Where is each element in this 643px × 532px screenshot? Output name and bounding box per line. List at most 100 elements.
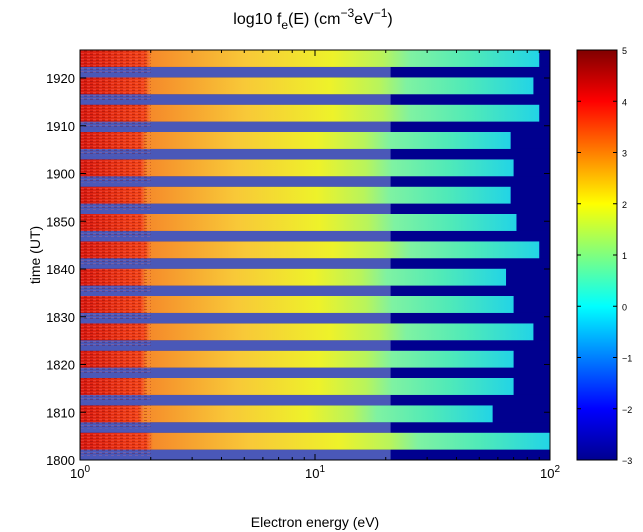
colorbar-tick-label: 2 — [622, 200, 627, 210]
gap-noise — [80, 394, 151, 402]
spectrum-noise — [80, 186, 151, 204]
gap-stripe — [80, 340, 391, 351]
spectrum-noise — [80, 378, 151, 395]
gap-stripe-background — [390, 121, 550, 132]
gap-noise — [80, 285, 151, 292]
gap-noise — [80, 148, 151, 156]
spectrum-row — [80, 350, 550, 378]
colorbar-tick-label: −2 — [622, 405, 632, 415]
spectrum-row — [80, 50, 550, 78]
colorbar-tick-label: −1 — [622, 354, 632, 364]
gap-noise — [80, 367, 151, 374]
colorbar-tick-label: −3 — [622, 456, 632, 466]
spectrum-row — [80, 432, 550, 460]
spectrum-band — [80, 350, 514, 368]
gap-stripe — [80, 94, 391, 105]
colorbar-ticks: 5 4 3 2 1 0 −1 −2 −3 — [577, 46, 632, 466]
spectrum-row — [80, 241, 550, 269]
x-axis: 100 101 102 — [70, 50, 560, 481]
gap-stripe-background — [390, 312, 550, 324]
gap-stripe — [80, 422, 391, 433]
spectrum-row — [80, 186, 550, 214]
gap-stripe-background — [390, 367, 550, 378]
spectrum-band — [80, 214, 517, 231]
spectrum-band — [80, 50, 540, 67]
x-tick-label: 102 — [540, 464, 560, 481]
gap-noise — [80, 203, 151, 210]
gap-noise — [80, 422, 151, 429]
gap-stripe — [80, 312, 391, 324]
gap-stripe-background — [390, 94, 550, 105]
chart-title: log10 fe(E) (cm−3eV−1) — [233, 6, 392, 32]
gap-stripe — [80, 203, 391, 214]
gap-stripe-background — [390, 203, 550, 214]
y-axis-label: time (UT) — [27, 226, 43, 284]
gap-stripe — [80, 230, 391, 242]
gap-stripe — [80, 394, 391, 406]
y-tick-label: 1850 — [46, 214, 75, 229]
gap-stripe-background — [390, 176, 550, 187]
spectrum-band — [80, 405, 493, 423]
spectrum-row — [80, 214, 550, 242]
gap-noise — [80, 66, 151, 74]
plot-area — [80, 50, 550, 460]
gap-noise — [80, 94, 151, 101]
y-tick-label: 1800 — [46, 453, 75, 468]
gap-stripe — [80, 176, 391, 187]
spectrum-band — [80, 104, 540, 122]
y-tick-label: 1910 — [46, 119, 75, 134]
gap-stripe — [80, 66, 391, 78]
spectrum-noise — [80, 268, 151, 286]
spectrum-band — [80, 323, 534, 341]
y-tick-label: 1920 — [46, 71, 75, 86]
spectrum-row — [80, 268, 550, 296]
spectrum-noise — [80, 50, 151, 67]
spectrum-band — [80, 268, 507, 286]
gap-stripe-background — [390, 394, 550, 406]
spectrum-band — [80, 432, 550, 450]
spectrum-row — [80, 405, 550, 433]
x-axis-label: Electron energy (eV) — [251, 514, 379, 530]
gap-stripe-background — [390, 66, 550, 78]
gap-stripe-background — [390, 285, 550, 296]
gap-stripe-background — [390, 230, 550, 242]
gap-stripe — [80, 121, 391, 132]
y-tick-label: 1820 — [46, 358, 75, 373]
spectrum-row — [80, 296, 550, 324]
y-tick-label: 1900 — [46, 167, 75, 182]
spectrum-row — [80, 159, 550, 187]
spectrum-row — [80, 378, 550, 406]
spectrum-noise — [80, 323, 151, 341]
spectrum-noise — [80, 405, 151, 423]
spectrum-row — [80, 77, 550, 105]
gap-stripe-background — [390, 258, 550, 269]
colorbar-gradient — [577, 50, 617, 460]
gap-noise — [80, 449, 151, 456]
gap-noise — [80, 176, 151, 183]
spectrum-noise — [80, 132, 151, 149]
spectrum-row — [80, 104, 550, 132]
colorbar-tick-label: 4 — [622, 97, 627, 107]
gap-noise — [80, 121, 151, 128]
spectra-rows — [80, 50, 550, 460]
gap-stripe — [80, 148, 391, 160]
spectrum-noise — [80, 296, 151, 313]
gap-noise — [80, 230, 151, 238]
spectrum-noise — [80, 77, 151, 95]
spectrum-row — [80, 132, 550, 160]
spectrum-band — [80, 241, 540, 259]
spectrum-noise — [80, 350, 151, 368]
spectrum-band — [80, 77, 534, 95]
spectrum-noise — [80, 104, 151, 122]
spectrum-row — [80, 323, 550, 351]
gap-stripe-background — [390, 340, 550, 351]
y-tick-label: 1810 — [46, 405, 75, 420]
spectrum-noise — [80, 432, 151, 450]
gap-stripe — [80, 258, 391, 269]
y-tick-label: 1830 — [46, 310, 75, 325]
colorbar-tick-label: 1 — [622, 251, 627, 261]
gap-noise — [80, 258, 151, 265]
colorbar-tick-label: 5 — [622, 46, 627, 56]
gap-stripe — [80, 449, 391, 460]
y-axis: 1800 1810 1820 1830 1840 1850 1900 1910 1920 — [46, 71, 550, 468]
